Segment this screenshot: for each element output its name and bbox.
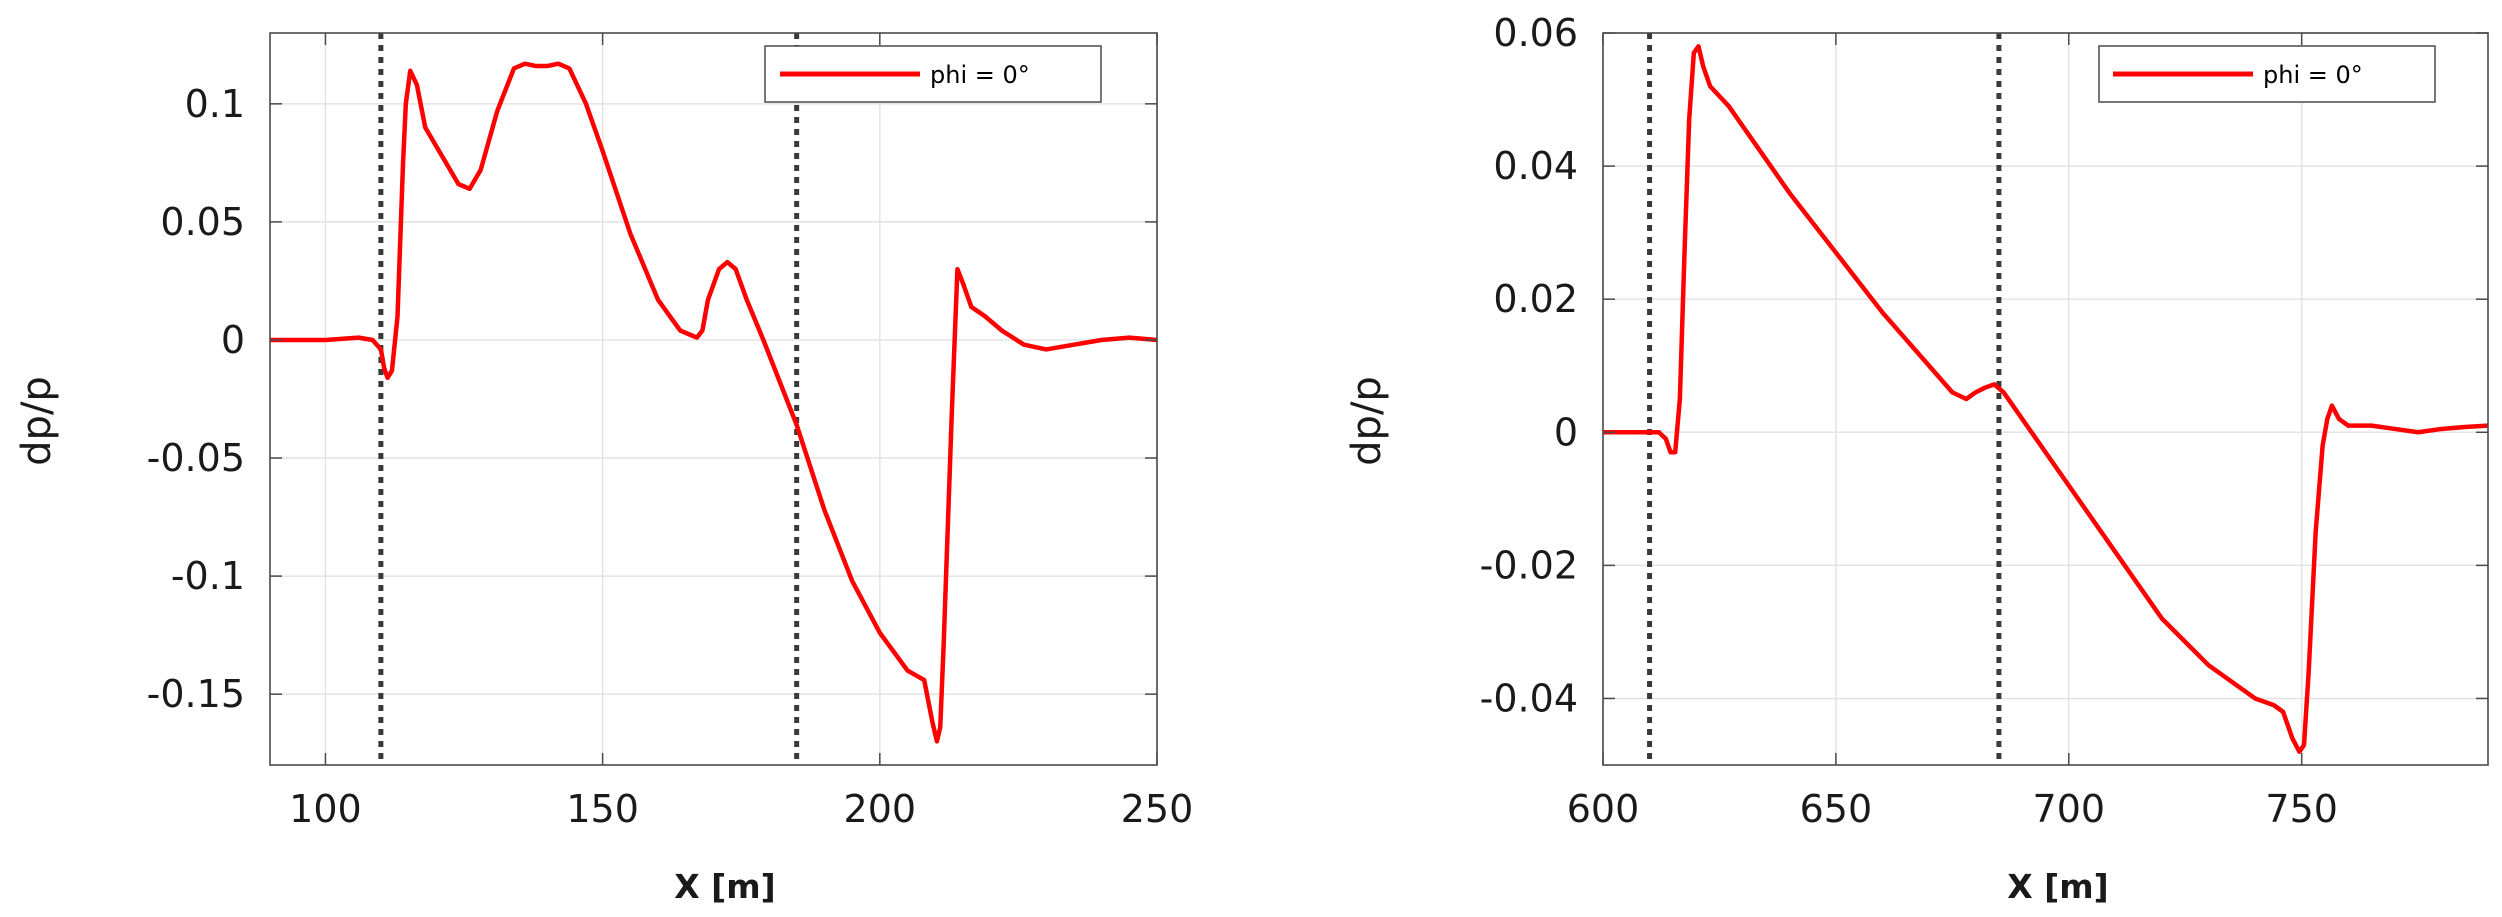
plot-frame bbox=[1602, 32, 2489, 766]
plot-area bbox=[1603, 33, 2488, 765]
x-tick-label: 650 bbox=[1800, 787, 1873, 831]
legend: phi = 0° bbox=[2098, 45, 2436, 103]
x-axis-label: X [m] bbox=[674, 867, 775, 906]
y-tick-label: 0.06 bbox=[1493, 11, 1578, 55]
axis-ticks: 600 650 700 750 0.06 0.04 0.02 0 -0.02 -0.04 bbox=[1480, 11, 2488, 831]
y-tick-label: 0.1 bbox=[185, 82, 245, 126]
x-tick-label: 200 bbox=[844, 787, 917, 831]
y-tick-label: 0.05 bbox=[160, 200, 245, 244]
plot-area bbox=[270, 33, 1157, 765]
legend-label: phi = 0° bbox=[2263, 61, 2363, 89]
chart-left: 100 150 200 250 0.1 0.05 0 -0.05 -0.1 -0.15 phi =… bbox=[14, 32, 1194, 906]
y-tick-label: 0 bbox=[1554, 410, 1578, 454]
chart-right: 600 650 700 750 0.06 0.04 0.02 0 -0.02 -0.04 phi … bbox=[1344, 11, 2489, 906]
y-axis-label: dp/p bbox=[14, 376, 60, 466]
x-tick-label: 150 bbox=[566, 787, 639, 831]
y-tick-label: 0 bbox=[221, 318, 245, 362]
y-axis-label: dp/p bbox=[1344, 376, 1390, 466]
legend: phi = 0° bbox=[764, 45, 1102, 103]
y-tick-label: 0.02 bbox=[1493, 277, 1578, 321]
x-tick-label: 100 bbox=[289, 787, 362, 831]
axis-ticks: 100 150 200 250 0.1 0.05 0 -0.05 -0.1 -0.15 bbox=[147, 33, 1194, 831]
y-tick-label: 0.04 bbox=[1493, 144, 1578, 188]
x-tick-label: 750 bbox=[2265, 787, 2338, 831]
series-line bbox=[1603, 44, 2489, 754]
reference-lines bbox=[1647, 33, 2002, 765]
x-tick-label: 600 bbox=[1567, 787, 1640, 831]
legend-label: phi = 0° bbox=[930, 61, 1030, 89]
y-tick-label: -0.05 bbox=[147, 436, 245, 480]
reference-lines bbox=[378, 33, 800, 765]
y-tick-label: -0.1 bbox=[171, 554, 245, 598]
x-tick-label: 700 bbox=[2033, 787, 2106, 831]
plot-frame bbox=[269, 32, 1158, 766]
y-tick-label: -0.15 bbox=[147, 672, 245, 716]
x-tick-label: 250 bbox=[1121, 787, 1194, 831]
y-tick-label: -0.02 bbox=[1480, 543, 1578, 587]
x-axis-label: X [m] bbox=[2007, 867, 2108, 906]
series-line bbox=[270, 61, 1158, 744]
y-tick-label: -0.04 bbox=[1480, 676, 1578, 720]
